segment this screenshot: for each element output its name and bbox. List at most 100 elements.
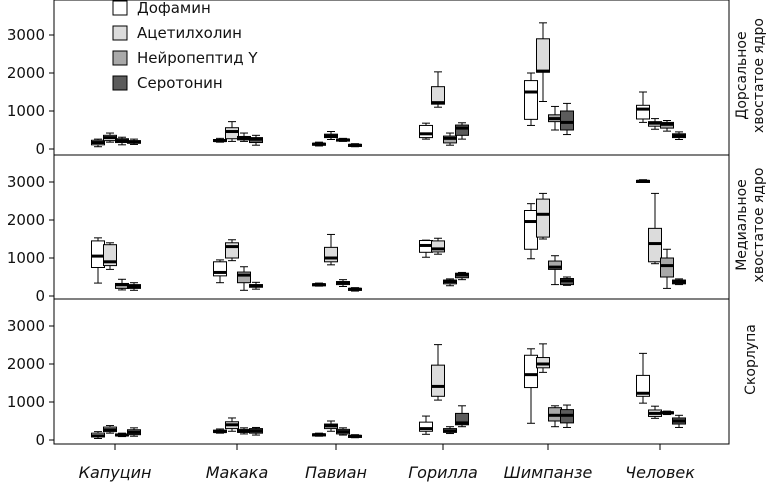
y-tick-label: 3000 [7, 26, 45, 44]
box-iqr [536, 198, 550, 238]
legend-label: Нейропептид Y [137, 49, 258, 67]
box-iqr [524, 354, 538, 389]
box-plot [91, 237, 105, 284]
box-plot [324, 131, 338, 140]
box-plot [419, 239, 433, 258]
box-plot [660, 248, 674, 289]
box-iqr [455, 124, 469, 136]
box-plot [660, 410, 674, 416]
box-plot [455, 271, 469, 281]
panel-label-1: Дорсальноехвостатое ядро [734, 18, 767, 133]
box-iqr [636, 374, 650, 397]
box-plot [560, 276, 574, 286]
box-plot [127, 138, 141, 145]
box-iqr [536, 38, 550, 73]
y-tick-label: 1000 [7, 249, 45, 267]
panel-frame-3 [53, 298, 730, 445]
box-plot [103, 425, 117, 434]
box-plot [225, 121, 239, 142]
box-plot [672, 278, 686, 286]
box-plot [636, 91, 650, 123]
box-plot [419, 122, 433, 140]
box-iqr [225, 127, 239, 140]
box-plot [560, 404, 574, 428]
box-iqr [524, 80, 538, 120]
box-plot [443, 426, 457, 435]
legend: Дофамин Ацетилхолин Нейропептид Y Серотонин [112, 0, 258, 92]
box-iqr [660, 257, 674, 278]
legend-label: Серотонин [137, 74, 223, 92]
box-iqr [648, 227, 662, 263]
panels-layer: 0 1000 2000 3000 Дорсальноехвостатое ядро 0 10… [7, 0, 767, 482]
box-plot [249, 426, 263, 436]
box-plot [312, 282, 326, 287]
box-plot [115, 278, 129, 291]
box-plot [348, 434, 362, 439]
legend-swatch [112, 25, 128, 41]
box-plot [536, 343, 550, 373]
box-plot [237, 132, 251, 142]
box-plot [237, 266, 251, 291]
box-plot [443, 132, 457, 146]
box-iqr [431, 86, 445, 105]
box-plot [237, 427, 251, 435]
box-iqr [560, 110, 574, 131]
box-iqr [431, 240, 445, 253]
box-plot [103, 132, 117, 143]
box-plot [225, 417, 239, 432]
y-tick-label: 2000 [7, 64, 45, 82]
box-iqr [431, 364, 445, 397]
box-plot [91, 431, 105, 439]
box-plot [312, 432, 326, 437]
box-plot [455, 405, 469, 428]
box-plot [419, 415, 433, 435]
box-plot [536, 192, 550, 240]
y-tick-label: 0 [35, 140, 45, 158]
box-plot [672, 131, 686, 140]
panel-label-line: Медиальное [734, 179, 750, 271]
box-plot [324, 233, 338, 266]
box-plot [249, 134, 263, 146]
box-iqr [419, 421, 433, 432]
box-plot [636, 352, 650, 404]
box-plot [348, 287, 362, 292]
x-category-label: Макака [206, 463, 269, 482]
panel-label-3: Скорлупа [743, 324, 759, 395]
box-plot [249, 281, 263, 290]
box-plot [213, 137, 227, 143]
box-iqr [419, 124, 433, 139]
box-plot [127, 427, 141, 437]
x-category-label: Павиан [305, 463, 367, 482]
box-plot [312, 141, 326, 147]
box-plot [115, 432, 129, 438]
boxes-layer [91, 22, 686, 439]
x-category-label: Человек [625, 463, 695, 482]
box-plot [524, 348, 538, 424]
box-plot [672, 414, 686, 428]
panel-label-line: хвостатое ядро [751, 168, 767, 283]
box-plot [560, 102, 574, 136]
y-tick-label: 2000 [7, 211, 45, 229]
box-plot [660, 120, 674, 132]
box-plot [213, 259, 227, 284]
y-tick-label: 2000 [7, 355, 45, 373]
box-plot [548, 255, 562, 286]
y-tick-label: 0 [35, 287, 45, 305]
box-plot [324, 420, 338, 432]
y-tick-label: 1000 [7, 393, 45, 411]
box-plot [524, 203, 538, 260]
legend-swatch [112, 75, 128, 91]
box-plot [648, 118, 662, 130]
y-tick-label: 3000 [7, 317, 45, 335]
legend-label: Дофамин [137, 0, 211, 17]
box-plot [127, 282, 141, 291]
panel-label-line: хвостатое ядро [751, 18, 767, 133]
y-tick-label: 3000 [7, 173, 45, 191]
box-plot [91, 138, 105, 148]
panel-label-2: Медиальноехвостатое ядро [734, 168, 767, 283]
x-category-label: Горилла [408, 463, 478, 482]
box-plot [336, 427, 350, 436]
box-plot [648, 405, 662, 419]
box-plot [115, 136, 129, 146]
